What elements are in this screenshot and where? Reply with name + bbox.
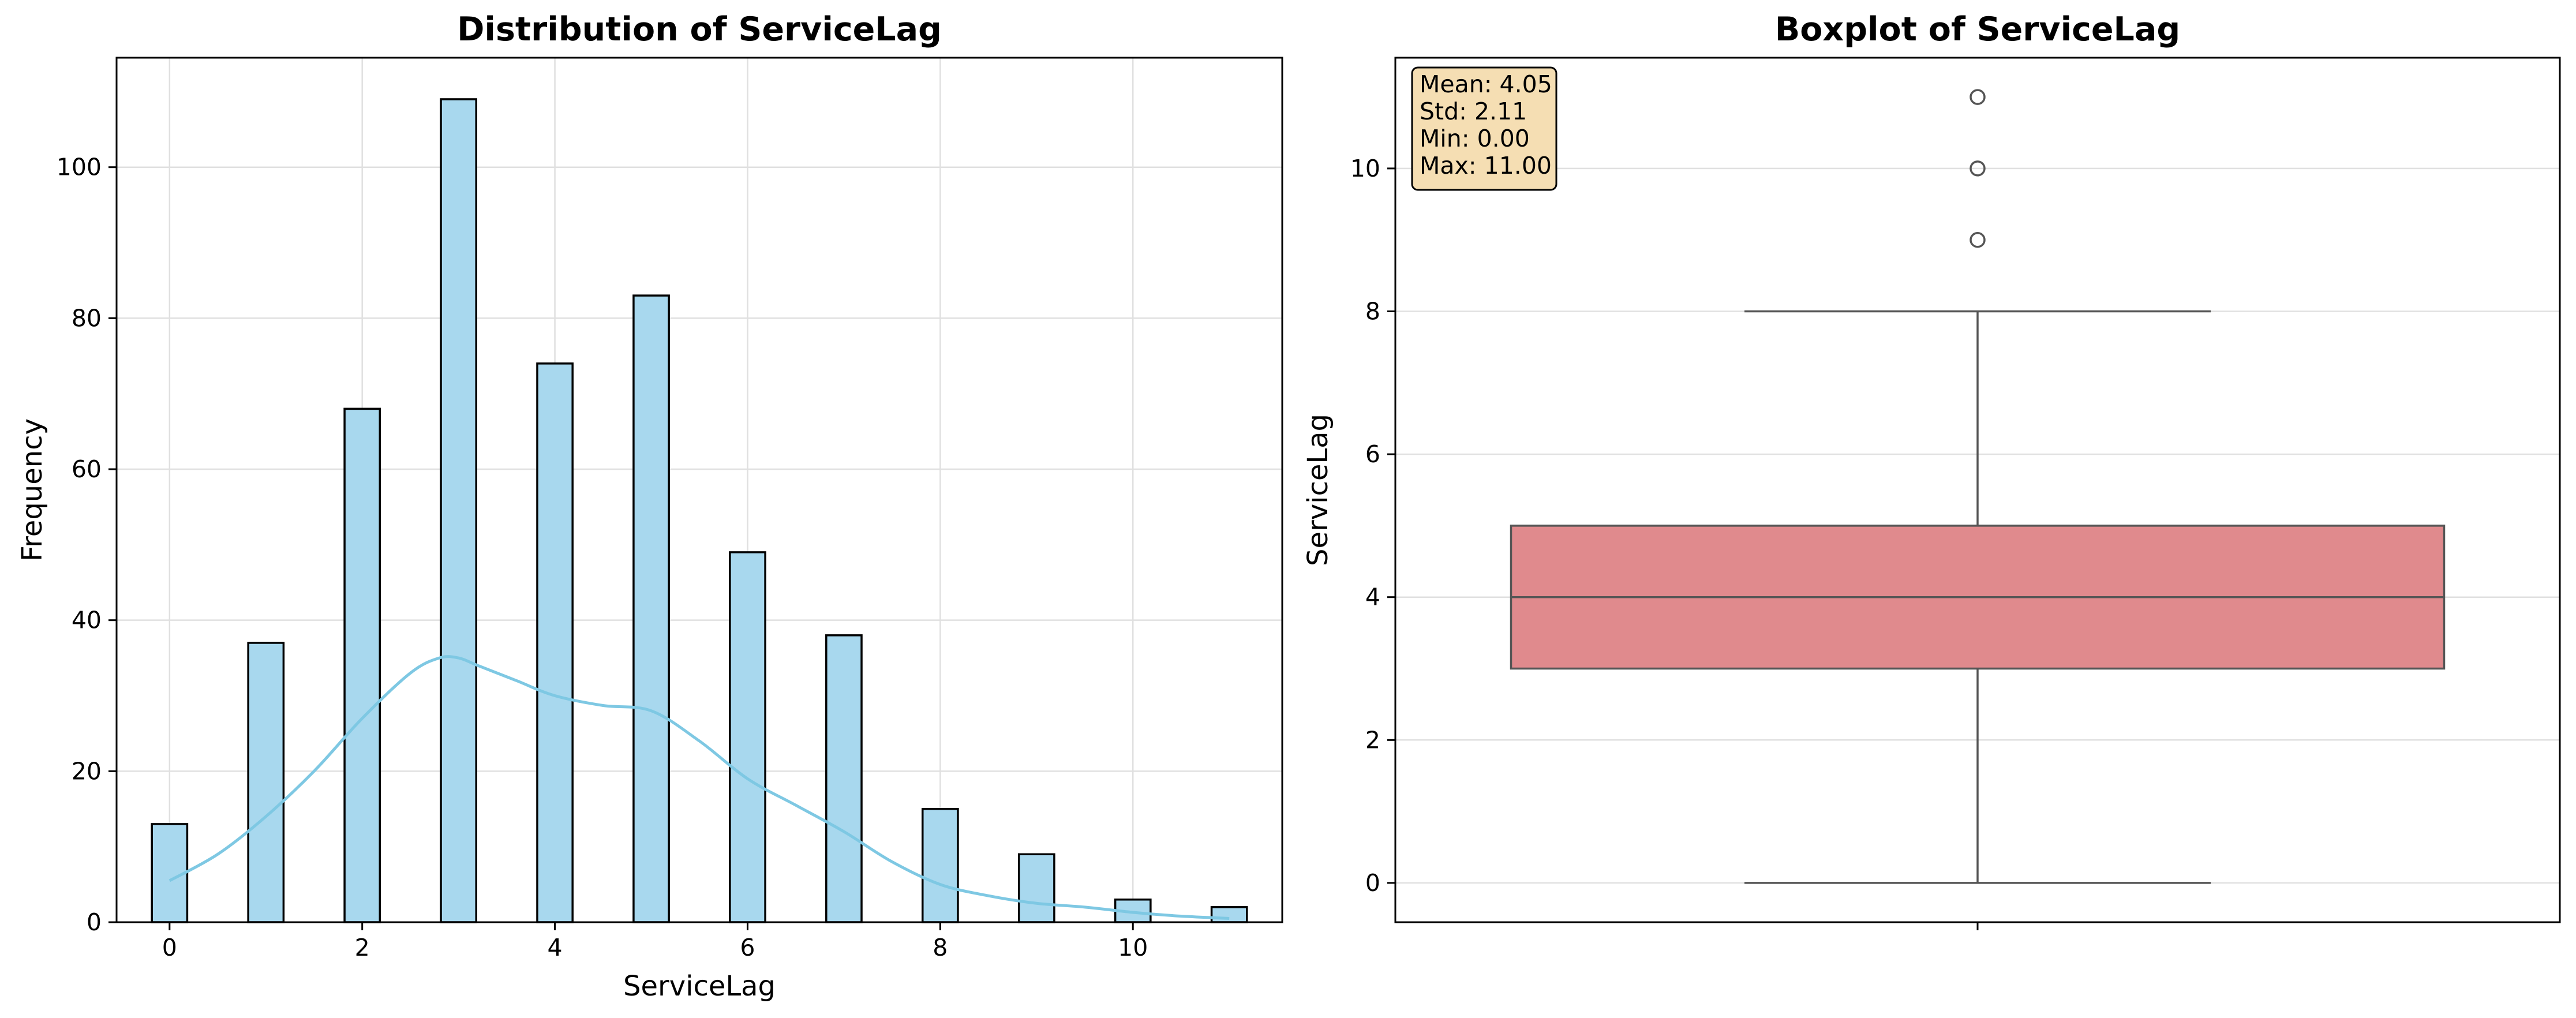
histogram-y-tick-label: 0 [87,908,102,936]
histogram-y-ticks: 0 20 40 60 80 100 [57,154,117,936]
stats-max: Max: 11.00 [1420,152,1552,179]
histogram-plot-frame [115,57,1283,923]
histogram-x-tick-label: 10 [1118,934,1148,961]
outlier-point [1970,89,1986,105]
boxplot-body [1510,89,2446,884]
boxplot-y-axis-label: ServiceLag [1302,414,1334,566]
stats-std: Std: 2.11 [1420,98,1527,125]
stats-min: Min: 0.00 [1420,125,1530,152]
stats-box: Mean: 4.05 Std: 2.11 Min: 0.00 Max: 11.0… [1411,66,1557,191]
histogram-x-tick-label: 0 [162,934,177,961]
histogram-bar [536,362,574,923]
histogram-bar [632,294,670,923]
boxplot-title: Boxplot of ServiceLag [1775,10,2180,48]
boxplot-y-tick-label: 10 [1350,155,1380,182]
histogram-y-tick-label: 60 [72,455,102,483]
boxplot-y-tick-label: 8 [1365,297,1380,325]
histogram-x-tick-label: 6 [740,934,755,961]
histogram-x-tick-label: 4 [548,934,563,961]
histogram-bars [151,98,1248,923]
histogram-bar [440,98,478,923]
histogram-bar [729,551,766,923]
histogram-title: Distribution of ServiceLag [457,10,942,48]
histogram-x-tick-label: 2 [355,934,370,961]
boxplot-panel: Boxplot of ServiceLag 0 2 4 6 8 10 ServiceLag… [1302,10,2561,930]
histogram-x-tick-label: 8 [933,934,948,961]
histogram-bar [1017,853,1055,923]
histogram-y-axis-label: Frequency [16,418,48,562]
histogram-bar [247,642,285,923]
kde-curve [169,655,1230,920]
histogram-y-tick-label: 40 [72,607,102,634]
histogram-y-tick-label: 100 [57,154,102,181]
outlier-point [1970,231,1986,248]
stats-mean: Mean: 4.05 [1420,70,1552,98]
histogram-y-tick-label: 80 [72,304,102,332]
histogram-x-axis-label: ServiceLag [623,970,776,1002]
histogram-y-tick-label: 20 [72,757,102,785]
histogram-bar [921,808,959,923]
histogram-x-ticks: 0 2 4 6 8 10 [162,922,1148,961]
stats-box-background [1411,66,1557,191]
boxplot-y-tick-label: 4 [1365,583,1380,611]
histogram-panel: Distribution of ServiceLag 0 2 4 6 8 10 0 20 40… [16,10,1283,1002]
histogram-bar [1210,906,1248,923]
boxplot-y-ticks: 0 2 4 6 8 10 [1350,155,1395,897]
outlier-point [1970,160,1986,177]
histogram-bar [825,634,863,923]
boxplot-y-tick-label: 2 [1365,726,1380,754]
histogram-bar [343,407,381,923]
boxplot-y-tick-label: 0 [1365,869,1380,897]
boxplot-y-tick-label: 6 [1365,440,1380,468]
